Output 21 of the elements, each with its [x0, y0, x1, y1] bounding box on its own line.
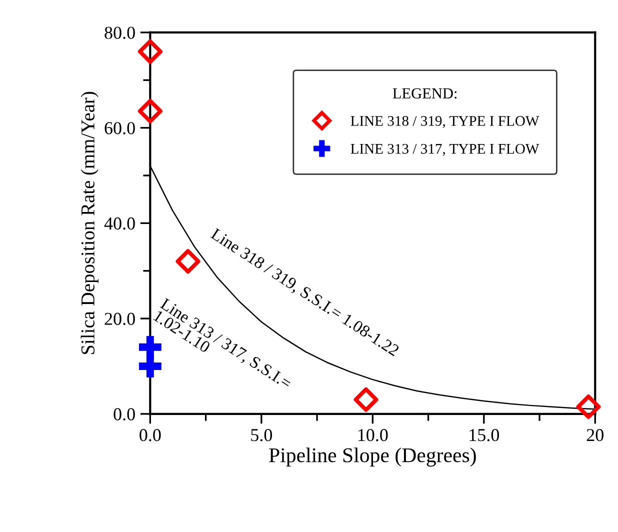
x-tick-label: 0.0	[140, 429, 161, 442]
legend-label: LINE 318 / 319, TYPE I FLOW	[350, 116, 540, 128]
x-tick-label: 5.0	[251, 429, 272, 442]
point	[138, 355, 162, 378]
y-axis-title: Silica Deposition Rate (mm/Year)	[80, 92, 98, 354]
x-tick-label: 20	[586, 429, 604, 442]
y-tick-label: 20.0	[104, 312, 135, 326]
x-axis-title: Pipeline Slope (Degrees)	[269, 448, 476, 467]
x-tick-label: 15.0	[470, 429, 500, 442]
legend-label: LINE 313 / 317, TYPE I FLOW	[350, 144, 540, 156]
point	[354, 387, 378, 412]
legend-title: LEGEND:	[392, 88, 456, 99]
x-tick-label: 10.0	[358, 429, 388, 442]
y-tick-label: 60.0	[104, 122, 135, 134]
point	[176, 249, 200, 274]
point	[576, 394, 601, 419]
point	[138, 39, 162, 64]
y-tick-label: 0.0	[114, 408, 135, 420]
y-tick-label: 40.0	[104, 217, 135, 230]
y-tick-label: 80.0	[104, 26, 135, 39]
point	[138, 98, 162, 124]
